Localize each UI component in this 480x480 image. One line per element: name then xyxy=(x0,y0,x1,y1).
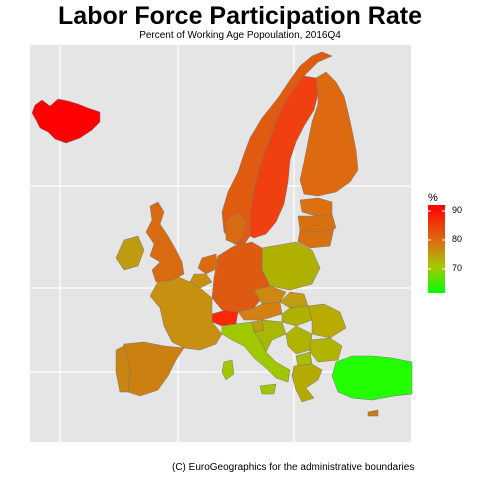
country-ireland xyxy=(115,235,145,271)
country-belgium xyxy=(189,273,213,289)
country-turkey xyxy=(331,355,413,401)
map-subtitle: Percent of Working Age Popoulation, 2016… xyxy=(139,30,341,41)
copyright-caption: (C) EuroGeographics for the administrati… xyxy=(172,462,415,473)
legend-colorbar xyxy=(428,205,445,293)
country-iceland xyxy=(31,98,101,144)
country-finland xyxy=(299,71,359,197)
country-france xyxy=(149,275,223,351)
country-sicily xyxy=(259,383,277,395)
country-denmark xyxy=(225,211,247,245)
country-romania xyxy=(307,303,347,339)
country-netherlands xyxy=(197,253,219,275)
country-sardinia xyxy=(221,359,235,381)
country-czechia xyxy=(253,285,287,305)
map-title: Labor Force Participation Rate xyxy=(58,2,422,30)
country-portugal xyxy=(115,345,131,393)
legend-title: % xyxy=(428,192,438,204)
country-greece xyxy=(291,363,323,403)
country-austria xyxy=(237,301,283,321)
country-sweden xyxy=(249,75,319,239)
legend-tick-label: 70 xyxy=(452,263,463,273)
legend-tick-label: 80 xyxy=(452,234,463,244)
legend-tick-label: 90 xyxy=(452,205,463,215)
color-legend xyxy=(428,205,445,293)
countries xyxy=(31,51,413,417)
country-slovakia xyxy=(279,291,309,309)
country-lithuania xyxy=(297,227,335,249)
country-italy xyxy=(221,321,291,383)
country-united-kingdom xyxy=(145,201,185,283)
country-cyprus xyxy=(367,409,379,417)
